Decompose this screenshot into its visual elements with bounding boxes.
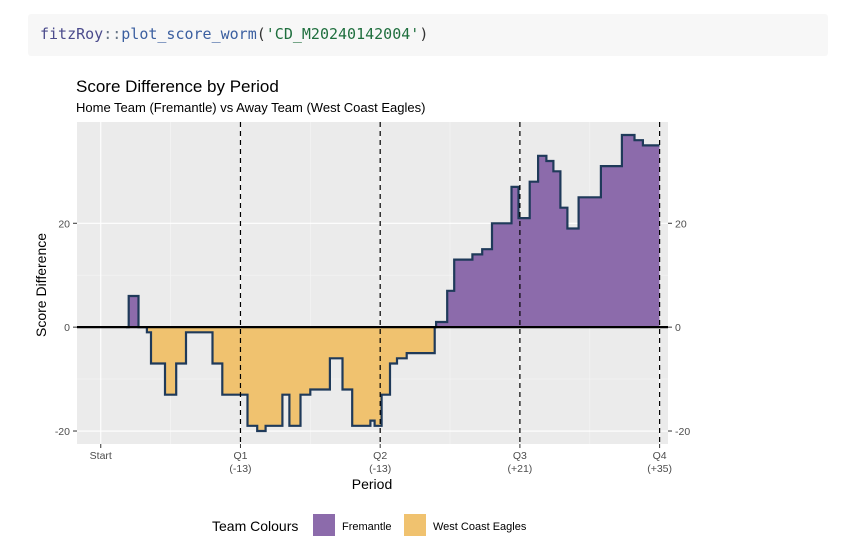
west-coast-area-segment: [282, 327, 290, 395]
code-open-paren: (: [256, 25, 266, 43]
y-tick-label-left: 0: [64, 322, 70, 334]
west-coast-area-segment: [146, 327, 152, 333]
fremantle-area-segment: [128, 295, 139, 328]
fremantle-area-segment: [578, 197, 601, 328]
chart-subtitle: Home Team (Fremantle) vs Away Team (West…: [76, 100, 425, 115]
west-coast-area-segment: [151, 327, 166, 364]
code-close-paren: ): [419, 25, 429, 43]
west-coast-area-segment: [406, 327, 435, 354]
x-tick-sublabel: (-13): [229, 463, 251, 475]
legend-key-west-coast-eagles: [404, 514, 426, 536]
fremantle-area-segment: [482, 249, 492, 328]
west-coast-area-segment: [374, 327, 382, 426]
legend: Fremantle West Coast Eagles: [313, 514, 527, 536]
west-coast-area-segment: [381, 327, 390, 395]
code-argument: 'CD_M20240142004': [265, 25, 420, 43]
x-tick-label: Q3: [513, 450, 527, 462]
fremantle-area-segment: [472, 254, 483, 328]
west-coast-area-segment: [165, 327, 177, 395]
fremantle-area-segment: [560, 207, 568, 328]
code-package: fitzRoy: [40, 25, 104, 43]
fremantle-area-segment: [546, 160, 554, 328]
fremantle-area-segment: [436, 321, 448, 328]
fremantle-area-segment: [491, 223, 512, 328]
west-coast-area-segment: [247, 327, 258, 426]
legend-label-fremantle: Fremantle: [342, 521, 392, 533]
x-tick-label: Q1: [233, 450, 247, 462]
y-tick-label-left: -20: [55, 426, 70, 438]
fremantle-area-segment: [518, 218, 530, 328]
west-coast-area-segment: [222, 327, 248, 395]
x-axis-title: Period: [352, 476, 392, 492]
y-tick-label-right: 20: [675, 218, 687, 230]
x-tick-label: Start: [90, 450, 112, 462]
fremantle-area-segment: [529, 181, 539, 328]
legend-title: Team Colours: [212, 518, 298, 534]
fremantle-area-segment: [511, 186, 519, 328]
west-coast-area-segment: [185, 327, 213, 333]
fremantle-area-segment: [567, 228, 579, 328]
fremantle-area-segment: [634, 140, 643, 328]
code-line: fitzRoy::plot_score_worm('CD_M2024014200…: [40, 25, 428, 43]
code-block: fitzRoy::plot_score_worm('CD_M2024014200…: [28, 14, 828, 56]
y-axis-title: Score Difference: [33, 233, 49, 337]
x-tick-sublabel: (-13): [369, 463, 391, 475]
score-worm-line: [125, 133, 660, 433]
y-tick-label-right: -20: [675, 426, 690, 438]
legend-label-west-coast-eagles: West Coast Eagles: [433, 521, 527, 533]
y-tick-label-right: 0: [675, 322, 681, 334]
west-coast-area-segment: [342, 327, 353, 390]
west-coast-area-segment: [257, 327, 266, 432]
fremantle-area-segment: [447, 290, 455, 328]
legend-key-fremantle: [313, 514, 335, 536]
west-coast-area-segment: [289, 327, 301, 426]
x-tick-label: Q4: [653, 450, 667, 462]
west-coast-area-segment: [265, 327, 283, 426]
x-tick-label: Q2: [373, 450, 387, 462]
code-namespace-operator: ::: [103, 25, 122, 43]
west-coast-area-segment: [212, 327, 223, 364]
x-tick-sublabel: (+21): [507, 463, 532, 475]
y-tick-label-left: 20: [58, 218, 70, 230]
fremantle-area-segment: [642, 145, 660, 328]
chart-title: Score Difference by Period: [76, 77, 279, 96]
west-coast-area-segment: [176, 327, 186, 364]
west-coast-area-segment: [310, 327, 330, 390]
fremantle-area-segment: [538, 155, 547, 328]
west-coast-area-segment: [352, 327, 371, 426]
fremantle-area-segment: [600, 166, 622, 328]
fremantle-area-segment: [553, 171, 561, 328]
west-coast-area-segment: [389, 327, 397, 364]
fremantle-area-segment: [621, 134, 635, 328]
x-tick-sublabel: (+35): [647, 463, 672, 475]
west-coast-area-segment: [329, 327, 343, 359]
fremantle-area-segment: [454, 259, 473, 328]
west-coast-area-segment: [300, 327, 311, 395]
code-function: plot_score_worm: [121, 25, 257, 43]
west-coast-area-segment: [396, 327, 407, 359]
west-coast-area-segment: [370, 327, 375, 421]
